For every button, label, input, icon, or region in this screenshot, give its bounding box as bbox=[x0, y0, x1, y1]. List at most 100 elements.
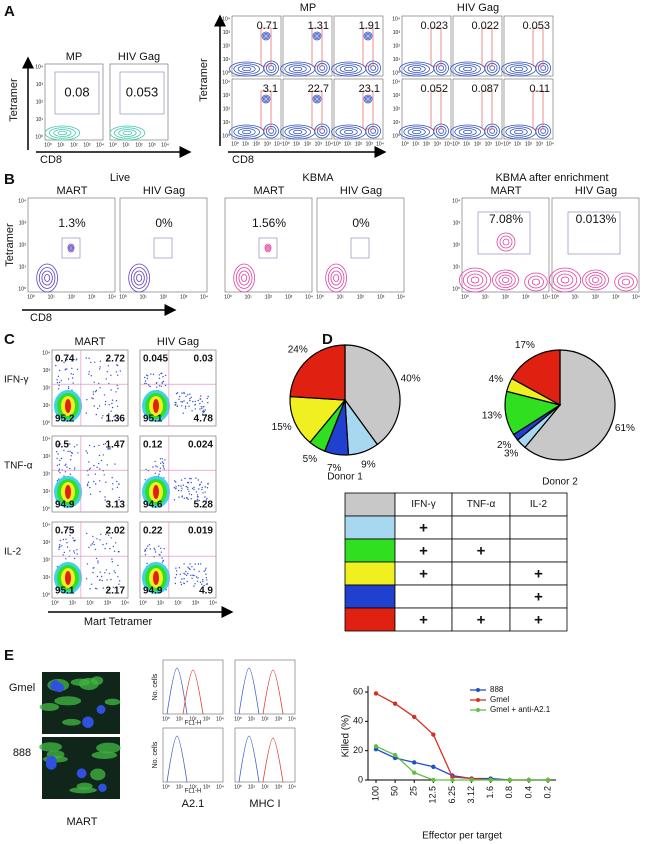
event-dot bbox=[104, 499, 106, 501]
event-dot bbox=[117, 374, 119, 376]
event-dot bbox=[65, 558, 67, 560]
density bbox=[153, 485, 159, 499]
event-dot bbox=[190, 494, 193, 496]
event-dot bbox=[111, 477, 113, 479]
swatch bbox=[344, 561, 396, 586]
hist-curve bbox=[166, 667, 188, 715]
event-dot bbox=[181, 578, 183, 580]
event-dot bbox=[207, 395, 209, 398]
event-dot bbox=[59, 472, 61, 474]
event-dot bbox=[176, 392, 179, 394]
event-dot bbox=[76, 549, 78, 551]
event-dot bbox=[93, 381, 95, 383]
event-dot bbox=[158, 473, 160, 475]
y-tick-label: 40 bbox=[353, 716, 363, 726]
event-dot bbox=[98, 382, 100, 385]
contour bbox=[509, 65, 528, 73]
contour bbox=[492, 269, 519, 291]
event-dot bbox=[100, 459, 103, 462]
event-dot bbox=[196, 498, 199, 500]
x-tick-label: 10² bbox=[304, 141, 312, 147]
event-dot bbox=[192, 400, 194, 403]
event-dot bbox=[159, 470, 161, 473]
pie-slice bbox=[289, 344, 346, 401]
event-dot bbox=[118, 483, 120, 485]
table-cell bbox=[394, 584, 453, 609]
series-line bbox=[375, 745, 548, 781]
point bbox=[431, 764, 436, 769]
event-dot bbox=[65, 538, 67, 540]
contour bbox=[136, 274, 143, 282]
event-dot bbox=[118, 499, 120, 501]
x-tick-label: 10³ bbox=[366, 141, 374, 147]
contour bbox=[44, 274, 51, 282]
density bbox=[153, 571, 159, 585]
contour bbox=[41, 270, 53, 286]
event-dot bbox=[59, 539, 61, 542]
event-dot bbox=[95, 557, 98, 560]
event-dot bbox=[178, 567, 181, 569]
gate-value: 22.7 bbox=[308, 83, 329, 95]
y-tick-label: 10³ bbox=[43, 454, 51, 460]
slice-label: 3% bbox=[504, 448, 519, 459]
contour bbox=[265, 244, 271, 252]
contour bbox=[130, 267, 148, 289]
event-dot bbox=[73, 550, 75, 552]
event-dot bbox=[93, 543, 95, 546]
y-tick-label: 10³ bbox=[223, 30, 231, 36]
event-dot bbox=[186, 580, 188, 583]
event-dot bbox=[92, 541, 95, 543]
event-dot bbox=[88, 357, 90, 359]
event-dot bbox=[93, 567, 95, 569]
contour bbox=[524, 272, 548, 292]
gate-value: 0.71 bbox=[257, 20, 278, 32]
density bbox=[65, 571, 71, 585]
x-tick-label: 10¹ bbox=[245, 294, 253, 300]
y-tick-label: 0 bbox=[358, 774, 363, 784]
gate bbox=[532, 27, 544, 67]
slice-label: 40% bbox=[401, 373, 421, 384]
cell-stain bbox=[39, 703, 60, 711]
x-axis-title: CD8 bbox=[232, 154, 254, 166]
table-cell bbox=[451, 561, 511, 586]
event-dot bbox=[179, 395, 181, 398]
event-dot bbox=[197, 563, 200, 565]
event-dot bbox=[201, 583, 203, 585]
gate-value: 0% bbox=[352, 216, 370, 230]
x-tick-label: 10¹ bbox=[176, 784, 184, 790]
contour bbox=[330, 270, 342, 286]
plot-frame bbox=[119, 197, 208, 293]
event-dot bbox=[207, 482, 209, 485]
y-tick-label: 10² bbox=[36, 99, 44, 105]
table-cell bbox=[451, 584, 511, 609]
event-dot bbox=[181, 495, 183, 497]
gate bbox=[61, 237, 81, 259]
event-dot bbox=[188, 493, 191, 495]
event-dot bbox=[76, 368, 79, 370]
x-tick-label: 10⁰ bbox=[234, 784, 242, 790]
quadrant-value: 0.019 bbox=[188, 526, 213, 537]
group-title: Live bbox=[110, 172, 130, 184]
slice-label: 5% bbox=[303, 454, 318, 465]
x-tick-label: 12.5 bbox=[428, 786, 438, 804]
y-tick-label: 10² bbox=[19, 242, 27, 248]
event-dot bbox=[72, 530, 75, 533]
event-dot bbox=[117, 387, 119, 390]
contour bbox=[264, 34, 268, 38]
event-dot bbox=[107, 589, 109, 591]
x-tick-label: 10¹ bbox=[572, 294, 580, 300]
x-tick-label: 10⁴ bbox=[121, 600, 129, 606]
event-dot bbox=[69, 473, 72, 475]
event-dot bbox=[160, 462, 162, 464]
nucleus bbox=[82, 716, 94, 728]
gate bbox=[119, 71, 165, 115]
event-dot bbox=[174, 582, 177, 585]
quadrant-value: 0.75 bbox=[55, 526, 75, 537]
contour bbox=[466, 273, 484, 287]
x-tick-label: 10¹ bbox=[122, 142, 130, 148]
x-tick-label: 10⁴ bbox=[288, 716, 296, 722]
event-dot bbox=[162, 560, 164, 562]
gate bbox=[54, 71, 100, 115]
event-dot bbox=[114, 463, 116, 465]
x-tick-label: 10⁴ bbox=[161, 142, 169, 148]
